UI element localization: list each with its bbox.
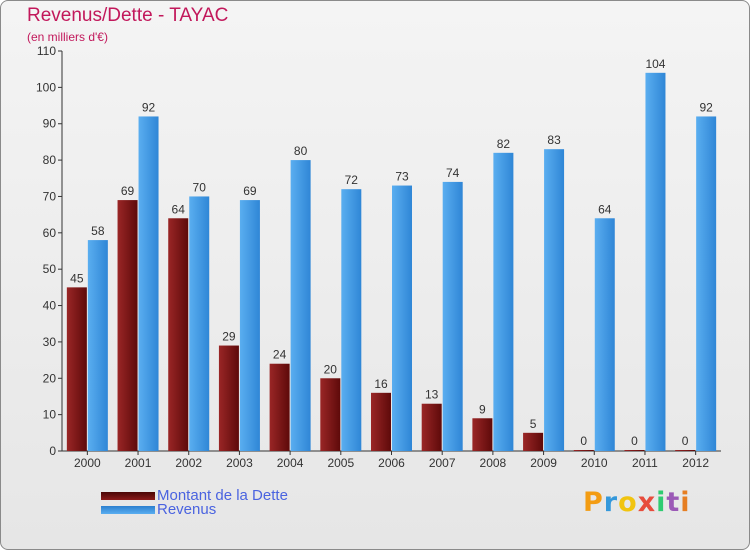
bar-dette xyxy=(371,392,391,451)
bar-revenus xyxy=(544,149,565,451)
legend-label-revenus: Revenus xyxy=(157,501,217,518)
data-label-dette: 24 xyxy=(273,348,287,362)
y-tick-label: 80 xyxy=(43,153,57,167)
data-label-dette: 16 xyxy=(374,377,388,391)
bar-dette xyxy=(117,200,138,451)
y-tick-label: 40 xyxy=(43,299,57,313)
y-tick-label: 50 xyxy=(43,262,57,276)
y-tick-label: 30 xyxy=(43,335,57,349)
y-tick-label: 110 xyxy=(37,44,56,58)
bar-dette xyxy=(573,450,594,451)
data-label-dette: 0 xyxy=(631,434,638,448)
x-tick-label: 2008 xyxy=(480,456,507,470)
data-label-dette: 29 xyxy=(222,330,236,344)
data-label-dette: 5 xyxy=(530,417,537,431)
bar-revenus xyxy=(392,185,412,451)
y-tick-label: 10 xyxy=(43,408,57,422)
y-tick-label: 90 xyxy=(43,117,57,131)
x-tick-label: 2007 xyxy=(429,456,456,470)
bar-revenus xyxy=(290,160,311,451)
data-label-revenus: 74 xyxy=(446,166,460,180)
data-label-dette: 13 xyxy=(425,388,439,402)
bar-revenus xyxy=(696,116,717,452)
x-tick-label: 2010 xyxy=(581,456,608,470)
bar-dette xyxy=(66,287,87,451)
data-label-revenus: 58 xyxy=(91,224,105,238)
bar-revenus xyxy=(493,152,514,451)
x-tick-label: 2006 xyxy=(378,456,405,470)
x-tick-label: 2009 xyxy=(530,456,557,470)
logo-letter: P xyxy=(583,487,604,518)
data-label-revenus: 70 xyxy=(193,180,207,194)
legend-label-dette: Montant de la Dette xyxy=(157,487,288,504)
y-tick-label: 60 xyxy=(43,226,57,240)
data-label-revenus: 104 xyxy=(645,57,665,71)
bar-revenus xyxy=(87,240,108,451)
data-label-revenus: 82 xyxy=(497,137,511,151)
bar-revenus xyxy=(239,200,260,451)
y-tick-label: 100 xyxy=(36,80,56,94)
y-tick-label: 70 xyxy=(43,189,57,203)
bar-revenus xyxy=(442,181,463,451)
data-label-dette: 45 xyxy=(70,271,84,285)
x-tick-label: 2000 xyxy=(74,456,101,470)
bar-dette xyxy=(269,363,290,451)
x-tick-label: 2004 xyxy=(277,456,304,470)
data-label-revenus: 73 xyxy=(395,170,409,184)
chart-subtitle: (en milliers d'€) xyxy=(27,30,108,44)
data-label-revenus: 92 xyxy=(142,100,156,114)
data-label-revenus: 83 xyxy=(547,133,561,147)
data-label-dette: 69 xyxy=(121,184,135,198)
bar-dette xyxy=(421,403,442,451)
bar-revenus xyxy=(189,196,210,451)
y-tick-label: 20 xyxy=(43,371,57,385)
x-tick-label: 2003 xyxy=(226,456,253,470)
data-label-dette: 0 xyxy=(580,434,587,448)
data-label-revenus: 92 xyxy=(699,100,713,114)
bar-revenus xyxy=(341,189,362,451)
logo-letter: i xyxy=(680,487,691,518)
bar-dette xyxy=(168,218,189,451)
bar-revenus xyxy=(594,218,615,451)
bar-dette xyxy=(472,418,493,451)
data-label-dette: 64 xyxy=(172,202,186,216)
bar-dette xyxy=(675,450,696,451)
bar-dette xyxy=(624,450,645,451)
legend-swatch-revenus xyxy=(101,506,155,514)
logo-letter: t xyxy=(666,487,681,518)
data-label-revenus: 80 xyxy=(294,144,308,158)
bar-dette xyxy=(218,345,239,451)
x-tick-label: 2012 xyxy=(682,456,709,470)
chart-title: Revenus/Dette - TAYAC xyxy=(27,5,229,26)
logo-letter: x xyxy=(637,487,657,518)
logo-letter: r xyxy=(603,487,619,518)
bar-revenus xyxy=(138,116,159,452)
bar-dette xyxy=(523,432,544,451)
data-label-dette: 20 xyxy=(324,362,338,376)
x-tick-label: 2001 xyxy=(125,456,152,470)
data-label-dette: 9 xyxy=(479,402,486,416)
bar-dette xyxy=(320,378,341,451)
data-label-dette: 0 xyxy=(682,434,689,448)
data-label-revenus: 69 xyxy=(243,184,257,198)
bar-revenus xyxy=(645,72,666,452)
logo-letter: i xyxy=(656,487,667,518)
x-tick-label: 2002 xyxy=(175,456,202,470)
x-tick-label: 2005 xyxy=(327,456,354,470)
data-label-revenus: 72 xyxy=(345,173,359,187)
data-label-revenus: 64 xyxy=(598,202,612,216)
logo-letter: o xyxy=(618,487,638,518)
y-tick-label: 0 xyxy=(49,444,56,458)
x-tick-label: 2011 xyxy=(632,456,658,470)
legend-swatch-dette xyxy=(101,492,155,500)
proxiti-logo: Proxiti xyxy=(583,487,691,518)
